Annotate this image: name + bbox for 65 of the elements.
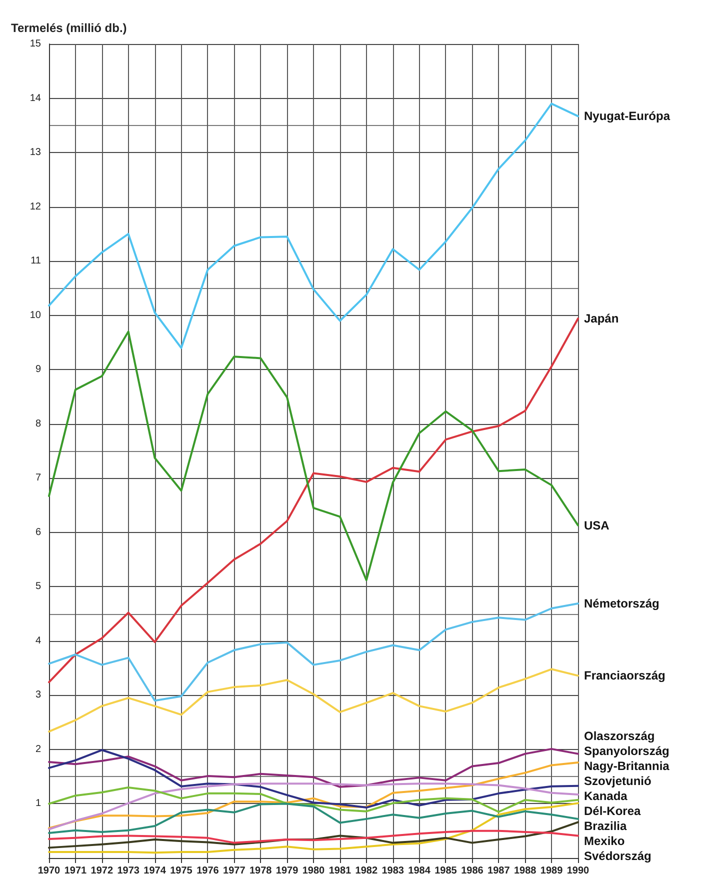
y-tick-label: 13	[30, 147, 42, 158]
y-axis-title: Termelés (millió db.)	[11, 21, 127, 35]
x-tick-label: 1973	[117, 866, 140, 876]
line-series	[48, 761, 579, 830]
series-label: Nagy-Britannia	[584, 759, 670, 773]
series-label: Brazilia	[584, 819, 628, 833]
x-tick-label: 1979	[276, 866, 299, 876]
x-tick-label: 1974	[144, 866, 166, 876]
series-label: Japán	[584, 312, 619, 326]
x-tick-label: 1983	[382, 866, 404, 876]
x-tick-label: 1981	[328, 866, 352, 876]
series-label: Olaszország	[584, 729, 655, 743]
series-label: Mexiko	[584, 834, 625, 848]
x-tick-label: 1982	[355, 866, 378, 876]
y-tick-label: 12	[30, 201, 42, 212]
y-tick-label: 3	[35, 690, 42, 701]
x-tick-label: 1976	[196, 866, 220, 876]
x-tick-label: 1978	[249, 866, 272, 876]
y-tick-label: 10	[30, 310, 42, 321]
y-tick-label: 2	[35, 744, 42, 755]
y-tick-label: 1	[35, 798, 42, 810]
y-tick-label: 4	[35, 635, 42, 646]
x-tick-label: 1987	[488, 866, 510, 876]
line-series	[48, 802, 579, 834]
x-tick-label: 1977	[223, 866, 246, 876]
y-tick-label: 11	[30, 256, 42, 267]
x-tick-label: 1985	[434, 866, 458, 876]
line-series	[48, 749, 579, 809]
line-series	[48, 830, 579, 844]
x-tick-label: 1988	[514, 866, 537, 876]
line-series	[48, 668, 579, 733]
series-label: Franciaország	[584, 668, 666, 683]
y-tick-label: 9	[35, 364, 42, 376]
x-tick-label: 1986	[461, 866, 484, 876]
x-tick-label: 1989	[540, 866, 564, 876]
line-series	[48, 602, 579, 702]
line-series	[48, 330, 579, 582]
line-series	[48, 102, 579, 349]
line-series	[48, 821, 579, 849]
series-label: Kanada	[584, 789, 628, 803]
series-label: Nyugat-Európa	[584, 109, 670, 124]
y-tick-label: 6	[35, 526, 42, 538]
x-tick-label: 1980	[302, 866, 326, 876]
line-series	[48, 782, 579, 830]
x-tick-label: 1990	[566, 866, 590, 876]
y-tick-label: 15	[30, 38, 42, 50]
y-tick-label: 7	[35, 472, 42, 484]
line-series	[48, 786, 579, 813]
series-label: USA	[584, 518, 610, 532]
y-tick-label: 14	[30, 92, 42, 104]
line-series	[48, 802, 579, 854]
x-tick-label: 1970	[38, 866, 61, 876]
x-tick-label: 1984	[408, 866, 431, 876]
series-label: Spanyolország	[584, 744, 670, 758]
series-label: Németország	[584, 596, 660, 610]
y-tick-label: 8	[35, 418, 42, 430]
x-tick-label: 1975	[170, 866, 193, 876]
series-label: Svédország	[584, 849, 652, 863]
line-series	[48, 318, 579, 684]
x-tick-label: 1972	[90, 866, 114, 876]
series-label: Dél-Korea	[584, 804, 642, 818]
line-series	[48, 748, 579, 788]
x-tick-label: 1971	[64, 866, 88, 876]
y-tick-label: 5	[35, 581, 42, 592]
series-label: Szovjetunió	[584, 774, 652, 788]
